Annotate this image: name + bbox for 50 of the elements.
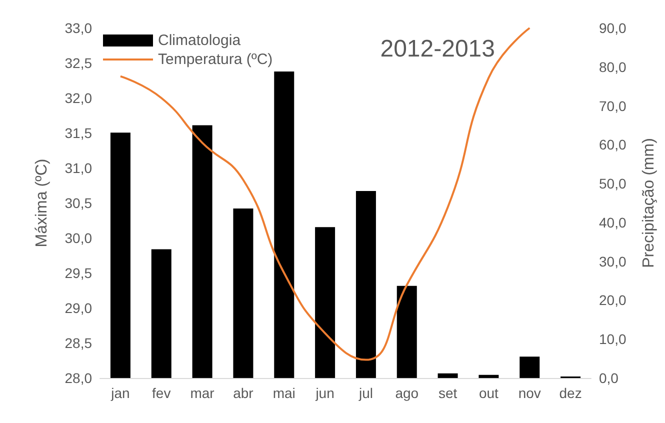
y2-tick-label: 0,0 bbox=[599, 370, 619, 386]
bar bbox=[438, 373, 458, 378]
y-tick-label: 31,5 bbox=[64, 125, 92, 141]
bar bbox=[151, 249, 172, 378]
y-tick-label: 28,5 bbox=[64, 335, 92, 351]
bar bbox=[274, 72, 294, 378]
y2-axis-title: Precipitação (mm) bbox=[640, 138, 658, 268]
bar bbox=[315, 227, 336, 378]
y2-tick-label: 60,0 bbox=[599, 136, 626, 153]
y2-tick-label: 70,0 bbox=[599, 98, 626, 114]
y-tick-label: 28,0 bbox=[64, 370, 92, 386]
y2-tick-label: 40,0 bbox=[599, 214, 626, 230]
y-tick-label: 32,5 bbox=[64, 55, 92, 71]
y-axis-title: Máxima (ºC) bbox=[34, 158, 50, 248]
y-tick-label: 33,0 bbox=[64, 20, 92, 36]
y2-tick-label: 50,0 bbox=[599, 176, 626, 192]
x-tick-label: jan bbox=[110, 385, 130, 401]
legend-label: Climatologia bbox=[158, 32, 242, 49]
bar bbox=[356, 190, 376, 378]
x-tick-label: jul bbox=[358, 385, 373, 401]
line-series bbox=[119, 27, 531, 361]
x-tick-label: dez bbox=[559, 385, 582, 401]
y-tick-label: 30,0 bbox=[64, 230, 92, 246]
x-tick-label: out bbox=[478, 385, 499, 401]
y-tick-label: 29,5 bbox=[64, 265, 92, 281]
y2-tick-label: 30,0 bbox=[599, 253, 626, 270]
x-tick-label: mai bbox=[272, 385, 296, 401]
y2-tick-label: 20,0 bbox=[599, 292, 626, 308]
x-tick-label: fev bbox=[152, 385, 171, 401]
y2-tick-label: 80,0 bbox=[599, 58, 626, 75]
y-tick-label: 29,0 bbox=[64, 300, 92, 316]
bar bbox=[110, 132, 130, 378]
bar bbox=[520, 356, 540, 378]
x-tick-label: jun bbox=[314, 385, 334, 401]
bar bbox=[478, 374, 499, 378]
y-tick-label: 32,0 bbox=[64, 90, 92, 106]
y-tick-label: 31,0 bbox=[64, 160, 92, 176]
x-tick-label: ago bbox=[395, 385, 419, 401]
bar bbox=[192, 125, 212, 378]
x-tick-label: set bbox=[438, 385, 458, 401]
y-tick-label: 30,5 bbox=[64, 195, 92, 211]
bar bbox=[396, 286, 417, 378]
y2-tick-label: 10,0 bbox=[599, 331, 626, 348]
bar bbox=[233, 208, 254, 378]
legend-label: Temperatura (ºC) bbox=[158, 51, 273, 68]
chart-title: 2012-2013 bbox=[380, 36, 496, 62]
x-tick-label: mar bbox=[190, 385, 215, 401]
y2-tick-label: 90,0 bbox=[599, 20, 626, 36]
x-tick-label: abr bbox=[233, 385, 254, 401]
x-tick-label: nov bbox=[518, 385, 541, 401]
